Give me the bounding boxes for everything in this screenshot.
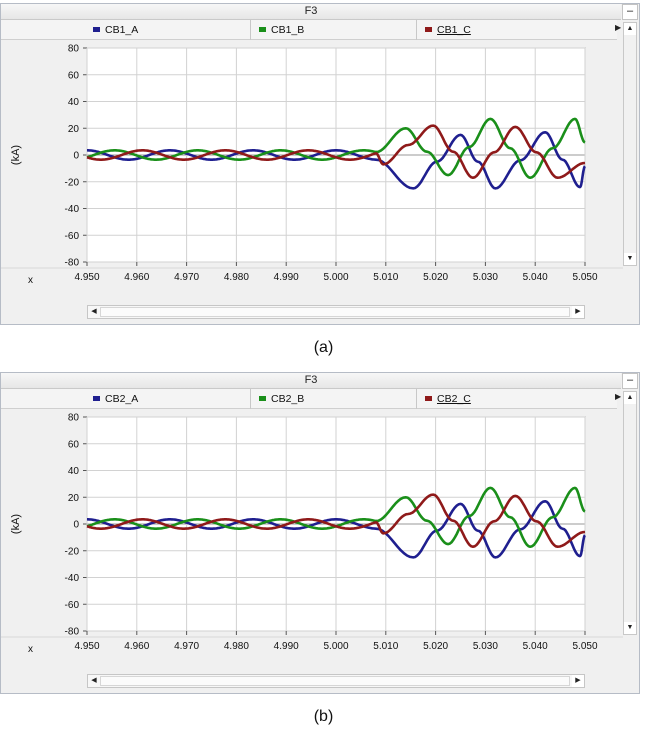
y-axis-label: (kA) <box>10 145 22 165</box>
x-tick-label: 5.040 <box>523 641 548 652</box>
scroll-right-icon[interactable]: ▶ <box>572 306 584 318</box>
window-title: F3 <box>1 373 621 389</box>
legend-item[interactable]: CB1_A <box>85 20 251 40</box>
vertical-scrollbar[interactable]: ▲ ▼ <box>623 22 637 266</box>
x-tick-label: 5.010 <box>373 272 398 283</box>
legend-swatch-icon <box>93 26 100 32</box>
x-tick-label: 5.030 <box>473 641 498 652</box>
plot-area: 80 60 40 20 0 -20 -40 -60 -80 4.950 4.960 4.970 4.98… <box>1 413 623 652</box>
horizontal-scrollbar[interactable]: ◀ ▶ <box>87 674 585 688</box>
figure-caption: (a) <box>313 339 334 356</box>
scroll-down-icon[interactable]: ▼ <box>624 622 636 634</box>
scroll-thumb[interactable] <box>100 676 570 686</box>
minimize-button[interactable]: – <box>622 373 638 389</box>
legend-item[interactable]: CB2_A <box>85 389 251 409</box>
x-axis-variable-label: x <box>28 275 33 286</box>
legend-item[interactable]: CB1_B <box>251 20 417 40</box>
scroll-down-icon[interactable]: ▼ <box>624 253 636 265</box>
x-tick-label: 5.050 <box>572 641 597 652</box>
legend-item[interactable]: CB2_B <box>251 389 417 409</box>
y-tick-label: 80 <box>68 413 80 424</box>
x-tick-label: 4.970 <box>174 272 199 283</box>
x-axis-variable-label: x <box>28 644 33 655</box>
x-tick-label: 5.020 <box>423 641 448 652</box>
legend-swatch-icon <box>259 26 266 32</box>
legend: CB1_A CB1_B CB1_C <box>1 20 617 40</box>
legend-label: CB1_C <box>437 24 471 36</box>
x-tick-label: 5.050 <box>572 272 597 283</box>
scroll-up-icon[interactable]: ▲ <box>624 392 636 404</box>
x-tick-label: 5.040 <box>523 272 548 283</box>
y-tick-label: -40 <box>65 573 80 584</box>
series-line-cb1-c <box>86 124 586 179</box>
horizontal-scrollbar[interactable]: ◀ ▶ <box>87 305 585 319</box>
x-tick-label: 5.000 <box>323 272 348 283</box>
scroll-up-icon[interactable]: ▲ <box>624 23 636 35</box>
x-tick-label: 5.000 <box>323 641 348 652</box>
x-tick-label: 4.960 <box>124 272 149 283</box>
y-tick-label: 80 <box>68 44 80 55</box>
window-title: F3 <box>1 4 621 20</box>
x-tick-label: 4.950 <box>74 641 99 652</box>
x-tick-label: 5.030 <box>473 272 498 283</box>
y-tick-label: -60 <box>65 600 80 611</box>
legend-swatch-icon <box>425 26 432 32</box>
legend-label: CB2_A <box>105 393 139 405</box>
legend-item[interactable]: CB1_C <box>417 20 583 40</box>
series-line-cb2-b <box>86 486 586 548</box>
y-tick-label: -80 <box>65 627 80 638</box>
minimize-button[interactable]: – <box>622 4 638 20</box>
legend-label: CB1_B <box>271 24 305 36</box>
legend-scroll-right-icon[interactable]: ▶ <box>615 392 622 401</box>
x-tick-label: 4.990 <box>274 641 299 652</box>
legend-swatch-icon <box>259 395 266 401</box>
legend-item[interactable]: CB2_C <box>417 389 583 409</box>
y-tick-label: 20 <box>68 493 80 504</box>
series-line-cb1-b <box>86 117 586 179</box>
y-tick-label: 20 <box>68 124 80 135</box>
y-tick-label: 40 <box>68 466 80 477</box>
x-tick-label: 4.980 <box>224 641 249 652</box>
y-tick-label: -20 <box>65 546 80 557</box>
scroll-thumb[interactable] <box>100 307 570 317</box>
chart-panel-b: F3 – CB2_A CB2_B CB2_C ▶ ▲ ▼ 80 60 40 20 0 -2… <box>0 372 640 694</box>
y-tick-label: -60 <box>65 231 80 242</box>
plot-area: 80 60 40 20 0 -20 -40 -60 -80 4.950 4.960 4.970 4.98… <box>1 44 623 283</box>
legend-scroll-right-icon[interactable]: ▶ <box>615 23 622 32</box>
x-tick-label: 5.020 <box>423 272 448 283</box>
y-tick-label: -80 <box>65 258 80 269</box>
legend-swatch-icon <box>425 395 432 401</box>
series-line-cb2-c <box>86 493 586 548</box>
y-axis-label: (kA) <box>10 514 22 534</box>
x-tick-label: 5.010 <box>373 641 398 652</box>
legend-label: CB2_C <box>437 393 471 405</box>
figure-caption: (b) <box>313 708 334 725</box>
legend: CB2_A CB2_B CB2_C <box>1 389 617 409</box>
x-tick-label: 4.990 <box>274 272 299 283</box>
scroll-right-icon[interactable]: ▶ <box>572 675 584 687</box>
y-tick-label: 40 <box>68 97 80 108</box>
legend-swatch-icon <box>93 395 100 401</box>
scroll-left-icon[interactable]: ◀ <box>91 677 97 684</box>
chart-panel-a: F3 – CB1_A CB1_B CB1_C ▶ ▲ ▼ 80 60 40 20 0 -2… <box>0 3 640 325</box>
vertical-scrollbar[interactable]: ▲ ▼ <box>623 391 637 635</box>
x-tick-label: 4.950 <box>74 272 99 283</box>
x-tick-label: 4.970 <box>174 641 199 652</box>
y-tick-label: 60 <box>68 70 80 81</box>
x-tick-label: 4.960 <box>124 641 149 652</box>
x-tick-label: 4.980 <box>224 272 249 283</box>
y-tick-label: 0 <box>73 151 79 162</box>
y-tick-label: 0 <box>73 520 79 531</box>
y-tick-label: -40 <box>65 204 80 215</box>
scroll-left-icon[interactable]: ◀ <box>91 308 97 315</box>
y-tick-label: -20 <box>65 177 80 188</box>
legend-label: CB1_A <box>105 24 139 36</box>
legend-label: CB2_B <box>271 393 305 405</box>
y-tick-label: 60 <box>68 439 80 450</box>
